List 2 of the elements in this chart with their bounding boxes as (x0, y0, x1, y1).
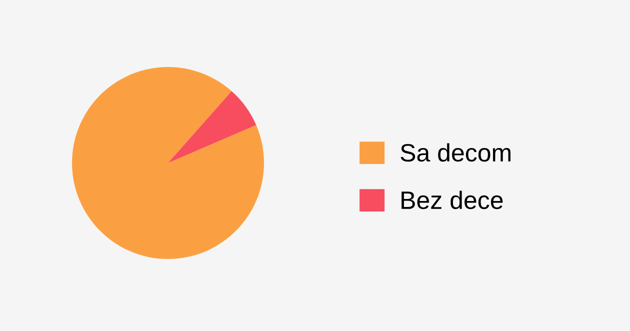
legend-label: Sa decom (400, 143, 510, 162)
legend-label: Bez dece (402, 190, 503, 210)
